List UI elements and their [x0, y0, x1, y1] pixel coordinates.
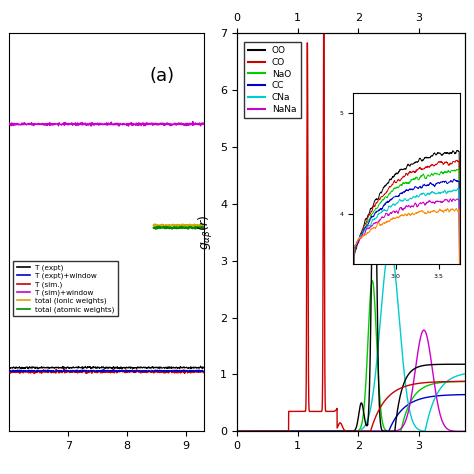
Legend: T (expt), T (expt)+window, T (sim.), T (sim)+window, total (ionic weights), tota: T (expt), T (expt)+window, T (sim.), T (… [13, 261, 118, 316]
Y-axis label: $g_{\alpha\beta}(r)$: $g_{\alpha\beta}(r)$ [197, 215, 215, 250]
Text: (a): (a) [149, 67, 174, 85]
Legend: OO, CO, NaO, CC, CNa, NaNa: OO, CO, NaO, CC, CNa, NaNa [244, 42, 301, 118]
